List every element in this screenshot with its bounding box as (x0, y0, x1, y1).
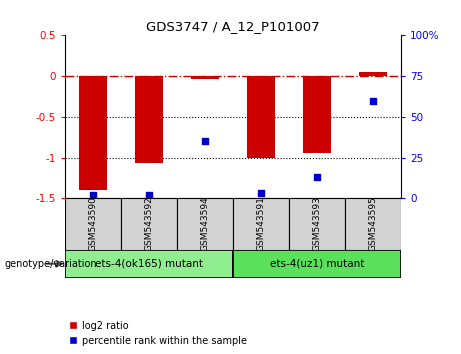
Bar (135, 76, 163, 163)
Bar (233, 198, 289, 250)
Point (257, 190, 265, 196)
Text: ets-4(ok165) mutant: ets-4(ok165) mutant (95, 259, 203, 269)
Bar (233, 250, 401, 278)
Bar (191, 76, 219, 79)
Bar (78, 76, 106, 190)
Text: GSM543592: GSM543592 (144, 196, 153, 251)
Point (145, 192, 152, 198)
Bar (65, 198, 121, 250)
Bar (247, 76, 275, 158)
Bar (121, 198, 177, 250)
Legend: log2 ratio, percentile rank within the sample: log2 ratio, percentile rank within the s… (70, 321, 247, 346)
Point (313, 174, 321, 180)
Text: ets-4(uz1) mutant: ets-4(uz1) mutant (270, 259, 364, 269)
Text: GSM543595: GSM543595 (368, 196, 378, 251)
Bar (289, 198, 345, 250)
Bar (65, 250, 233, 278)
Text: GSM543594: GSM543594 (200, 196, 209, 251)
Point (201, 138, 208, 144)
Bar (303, 76, 331, 154)
Point (89, 192, 96, 198)
Text: GSM543590: GSM543590 (88, 196, 97, 251)
Point (369, 98, 377, 103)
Bar (359, 72, 387, 76)
Title: GDS3747 / A_12_P101007: GDS3747 / A_12_P101007 (146, 20, 319, 33)
Text: GSM543593: GSM543593 (313, 196, 321, 251)
Text: GSM543591: GSM543591 (256, 196, 266, 251)
Bar (177, 198, 233, 250)
Bar (345, 198, 401, 250)
Text: genotype/variation: genotype/variation (5, 259, 97, 269)
